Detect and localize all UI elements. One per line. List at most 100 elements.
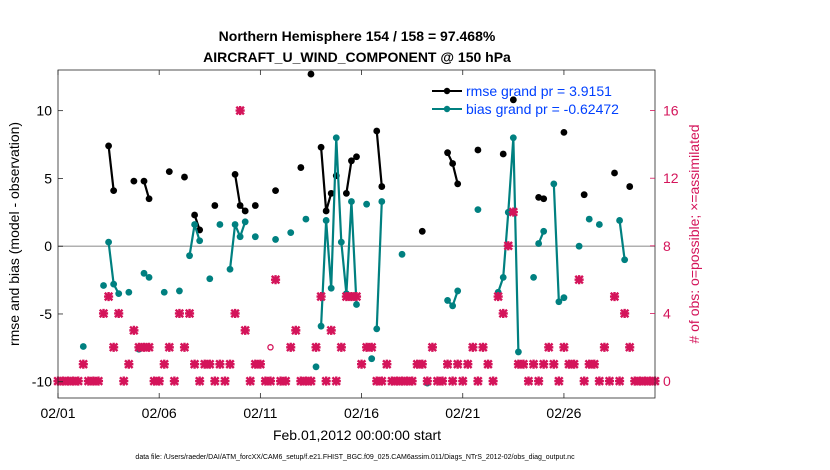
- bias-point: [115, 290, 123, 298]
- bias-point: [231, 221, 239, 228]
- assimilated-marker: [574, 275, 584, 285]
- assimilated-marker: [463, 359, 473, 369]
- assimilated-marker: [301, 376, 311, 386]
- rmse-point: [449, 160, 457, 167]
- assimilated-marker: [493, 291, 503, 302]
- assimilated-marker: [625, 342, 635, 352]
- assimilated-marker: [240, 325, 250, 336]
- bias-point: [105, 238, 112, 246]
- assimilated-marker: [230, 308, 240, 319]
- y-tick-label: 5: [44, 170, 52, 186]
- assimilated-marker: [103, 291, 114, 302]
- assimilated-marker: [614, 376, 625, 386]
- y-tick-label: 0: [44, 238, 52, 254]
- y-axis-label: rmse and bias (model - observation): [6, 122, 22, 346]
- assimilated-marker: [291, 325, 301, 336]
- assimilated-marker: [397, 376, 407, 386]
- bias-point: [509, 134, 517, 142]
- assimilated-marker: [609, 291, 620, 302]
- assimilated-marker: [200, 359, 210, 369]
- bias-point: [378, 198, 386, 205]
- bias-point: [327, 284, 335, 292]
- y2-tick-label: 0: [663, 373, 671, 389]
- assimilated-marker: [346, 291, 357, 302]
- assimilated-marker: [407, 376, 417, 386]
- bias-point: [348, 198, 355, 205]
- assimilated-marker: [184, 308, 195, 319]
- bias-point: [251, 233, 259, 241]
- bias-line-segment: [618, 220, 626, 260]
- assimilated-marker: [124, 359, 134, 369]
- rmse-point: [327, 189, 335, 197]
- bias-point: [125, 288, 133, 296]
- assimilated-marker: [549, 359, 559, 369]
- bias-point: [444, 297, 451, 304]
- assimilated-marker: [604, 376, 615, 386]
- assimilated-marker: [544, 342, 554, 352]
- assimilated-marker: [453, 359, 463, 369]
- rmse-point: [145, 195, 153, 203]
- y2-tick-label: 12: [663, 170, 679, 186]
- assimilated-marker: [367, 342, 377, 352]
- assimilated-marker: [351, 291, 362, 302]
- bias-point: [363, 200, 371, 208]
- assimilated-marker: [528, 359, 539, 369]
- y2-tick-label: 16: [663, 103, 679, 119]
- assimilated-marker: [235, 105, 245, 116]
- bias-point: [317, 322, 325, 330]
- assimilated-marker: [326, 325, 336, 336]
- y-tick-label: -5: [40, 306, 53, 322]
- rmse-point: [307, 70, 315, 78]
- assimilated-marker: [73, 376, 83, 386]
- bias-point: [312, 363, 320, 371]
- assimilated-marker: [503, 241, 513, 251]
- assimilated-marker: [518, 359, 529, 369]
- rmse-point: [611, 169, 618, 177]
- bias-point: [186, 252, 193, 260]
- x-tick-label: 02/21: [445, 405, 480, 421]
- assimilated-marker: [589, 359, 599, 369]
- assimilated-marker: [331, 376, 341, 386]
- assimilated-marker: [468, 342, 478, 352]
- assimilated-marker: [321, 376, 331, 386]
- rmse-point: [251, 202, 259, 209]
- rmse-point: [211, 202, 219, 209]
- bias-point: [140, 269, 148, 277]
- assimilated-marker: [255, 359, 266, 369]
- assimilated-marker: [58, 376, 68, 386]
- assimilated-marker: [270, 275, 281, 285]
- rmse-point: [236, 202, 244, 209]
- assimilated-marker: [129, 325, 139, 336]
- assimilated-marker: [442, 359, 453, 369]
- x-tick-label: 02/26: [546, 405, 581, 421]
- legend: rmse grand pr = 3.9151 bias grand pr = -…: [432, 83, 619, 117]
- assimilated-marker: [523, 376, 534, 386]
- assimilated-marker: [382, 359, 392, 369]
- chart-title: Northern Hemisphere 154 / 158 = 97.468%: [219, 28, 496, 44]
- bias-point: [449, 302, 457, 310]
- assimilated-marker: [93, 376, 104, 386]
- bias-point: [206, 275, 214, 283]
- x-tick-label: 02/06: [142, 405, 177, 421]
- assimilated-marker: [594, 376, 604, 386]
- bias-point: [595, 221, 603, 228]
- bias-point: [353, 301, 360, 308]
- bias-point: [454, 287, 462, 295]
- bias-point: [474, 206, 482, 214]
- assimilated-marker: [63, 376, 73, 386]
- bias-point: [216, 221, 224, 228]
- rmse-point: [509, 96, 517, 104]
- assimilated-marker: [432, 376, 443, 386]
- assimilated-marker: [169, 376, 180, 386]
- series-assimilated: [53, 105, 660, 386]
- assimilated-marker: [473, 376, 483, 386]
- y2-axis-label: # of obs: o=possible; ×=assimilated: [686, 124, 702, 343]
- y-tick-label: 10: [36, 103, 52, 119]
- series-possible: [267, 344, 593, 368]
- assimilated-marker: [427, 342, 438, 352]
- rmse-point: [418, 227, 426, 235]
- bias-point: [226, 265, 234, 273]
- rmse-point: [378, 183, 386, 190]
- assimilated-marker: [265, 376, 276, 386]
- assimilated-marker: [392, 376, 402, 386]
